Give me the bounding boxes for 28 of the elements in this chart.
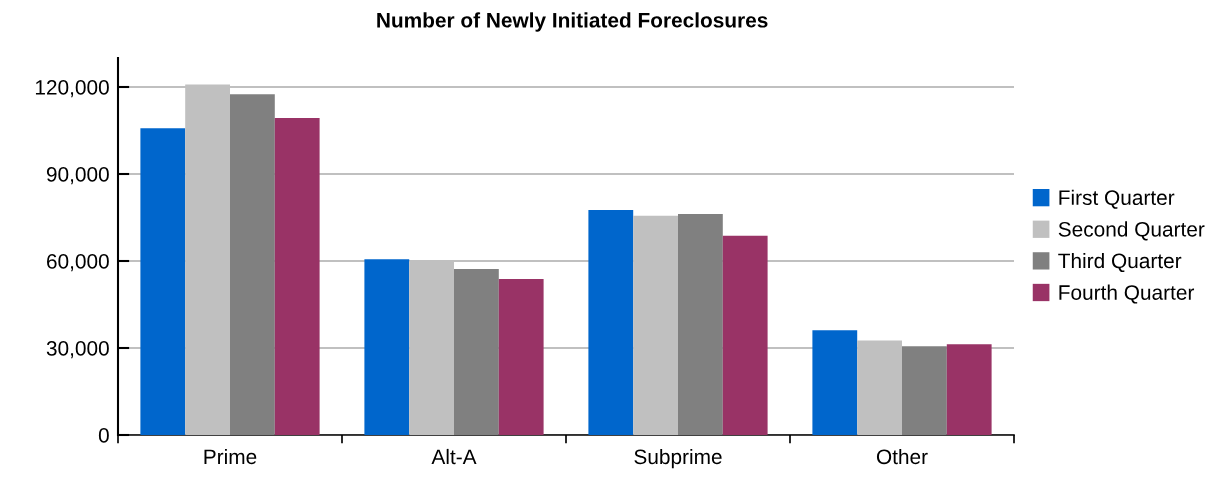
y-tick-label: 0 [98,428,109,443]
x-tick-label: Prime [204,448,257,465]
bar [722,235,768,435]
legend-label: Fourth Quarter [1059,284,1195,304]
bar [678,214,723,435]
y-tick-label: 90,000 [46,167,109,185]
legend-label: Third Quarter [1058,252,1182,272]
x-tick-label: Alt-A [431,448,477,465]
bar [857,340,902,435]
bar [633,215,678,435]
legend-label: First Quarter [1059,189,1175,209]
y-tick-label: 60,000 [47,254,109,272]
bar [274,118,320,435]
bar [140,128,186,435]
bar [498,278,544,435]
bar [946,344,992,435]
chart-title: Number of Newly Initiated Foreclosures [377,12,768,32]
y-tick-label: 120,000 [35,80,109,98]
x-tick-label: Other [876,448,928,465]
x-tick-label: Subprime [634,448,722,469]
bar [364,259,410,435]
y-tick-label: 30,000 [46,341,109,359]
bar [812,330,858,435]
bar [902,346,947,435]
bar [454,269,499,435]
legend-label: Second Quarter [1058,221,1205,241]
bar [588,209,634,435]
bar [230,94,275,435]
